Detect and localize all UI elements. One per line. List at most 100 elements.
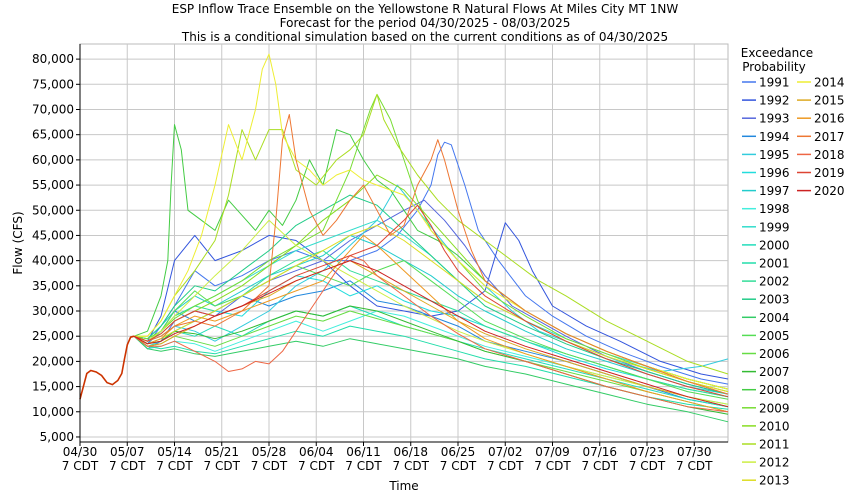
legend-label-1992: 1992 bbox=[759, 94, 790, 108]
y-tick-label: 25,000 bbox=[32, 329, 74, 343]
x-tick-label: 07/30 bbox=[677, 445, 712, 459]
series-line-2009 bbox=[133, 93, 729, 393]
legend-label-1996: 1996 bbox=[759, 166, 790, 180]
title-line-1: ESP Inflow Trace Ensemble on the Yellows… bbox=[172, 2, 679, 16]
series-line-2005 bbox=[133, 260, 729, 400]
x-tick-label: 05/28 bbox=[252, 445, 287, 459]
series-line-2006 bbox=[133, 310, 729, 413]
y-tick-label: 65,000 bbox=[32, 128, 74, 142]
x-tick-sublabel: 7 CDT bbox=[109, 459, 146, 473]
x-tick-label: 06/25 bbox=[441, 445, 476, 459]
x-tick-label: 04/30 bbox=[63, 445, 98, 459]
x-tick-sublabel: 7 CDT bbox=[440, 459, 477, 473]
y-tick-label: 35,000 bbox=[32, 279, 74, 293]
legend-label-2014: 2014 bbox=[814, 76, 845, 90]
x-tick-sublabel: 7 CDT bbox=[156, 459, 193, 473]
x-tick-sublabel: 7 CDT bbox=[487, 459, 524, 473]
legend-label-2015: 2015 bbox=[814, 94, 845, 108]
y-tick-label: 10,000 bbox=[32, 405, 74, 419]
legend-label-2013: 2013 bbox=[759, 474, 790, 488]
legend-label-2004: 2004 bbox=[759, 311, 790, 325]
legend-label-2009: 2009 bbox=[759, 401, 790, 415]
series-line-2001 bbox=[133, 325, 729, 410]
x-tick-sublabel: 7 CDT bbox=[676, 459, 713, 473]
legend-label-2006: 2006 bbox=[759, 347, 790, 361]
series-line-2019 bbox=[133, 204, 729, 398]
x-tick-label: 05/07 bbox=[110, 445, 145, 459]
legend-label-2001: 2001 bbox=[759, 257, 790, 271]
y-tick-label: 70,000 bbox=[32, 102, 74, 116]
x-tick-label: 07/09 bbox=[535, 445, 570, 459]
chart-title: ESP Inflow Trace Ensemble on the Yellows… bbox=[172, 2, 679, 44]
y-tick-label: 50,000 bbox=[32, 203, 74, 217]
series-line-2011 bbox=[134, 93, 729, 375]
legend-label-2011: 2011 bbox=[759, 438, 790, 452]
axes: 5,000 10,000 15,000 20,000 25,000 30,000 35,00… bbox=[11, 44, 728, 493]
x-tick-sublabel: 7 CDT bbox=[251, 459, 288, 473]
x-tick-sublabel: 7 CDT bbox=[345, 459, 382, 473]
legend-label-2002: 2002 bbox=[759, 275, 790, 289]
legend-title-line-2: Probability bbox=[742, 60, 805, 74]
series-line-2012 bbox=[133, 219, 729, 405]
x-tick-label: 05/21 bbox=[204, 445, 239, 459]
x-tick-sublabel: 7 CDT bbox=[204, 459, 241, 473]
series-line-1991 bbox=[133, 141, 729, 385]
series-line-2014 bbox=[134, 53, 729, 390]
x-tick-label: 06/18 bbox=[393, 445, 428, 459]
x-tick-sublabel: 7 CDT bbox=[629, 459, 666, 473]
legend-label-1999: 1999 bbox=[759, 220, 790, 234]
x-tick-label: 06/11 bbox=[346, 445, 381, 459]
y-tick-label: 55,000 bbox=[32, 178, 74, 192]
x-tick-label: 07/02 bbox=[488, 445, 523, 459]
x-tick-label: 06/04 bbox=[299, 445, 334, 459]
legend-label-2016: 2016 bbox=[814, 112, 845, 126]
legend-label-1994: 1994 bbox=[759, 130, 790, 144]
x-tick-sublabel: 7 CDT bbox=[393, 459, 430, 473]
series-line-2013 bbox=[133, 224, 729, 393]
series-line-2016 bbox=[133, 234, 729, 413]
x-tick-sublabel: 7 CDT bbox=[298, 459, 335, 473]
x-tick-label: 07/16 bbox=[582, 445, 617, 459]
legend-label-2003: 2003 bbox=[759, 293, 790, 307]
series-line-2003 bbox=[133, 194, 729, 395]
y-tick-label: 20,000 bbox=[32, 354, 74, 368]
legend-label-2020: 2020 bbox=[814, 184, 845, 198]
y-tick-label: 75,000 bbox=[32, 77, 74, 91]
series-line-1997 bbox=[133, 234, 729, 395]
title-line-3: This is a conditional simulation based o… bbox=[181, 30, 668, 44]
series-line-2000 bbox=[133, 305, 729, 408]
legend-label-2012: 2012 bbox=[759, 456, 790, 470]
legend-label-2018: 2018 bbox=[814, 148, 845, 162]
y-tick-label: 30,000 bbox=[32, 304, 74, 318]
observed-line bbox=[79, 335, 135, 400]
series-line-2020 bbox=[133, 260, 729, 408]
x-tick-sublabel: 7 CDT bbox=[582, 459, 619, 473]
legend-label-1995: 1995 bbox=[759, 148, 790, 162]
legend-label-2019: 2019 bbox=[814, 166, 845, 180]
legend-label-1993: 1993 bbox=[759, 112, 790, 126]
legend-label-2000: 2000 bbox=[759, 238, 790, 252]
title-line-2: Forecast for the period 04/30/2025 - 08/… bbox=[280, 16, 571, 30]
x-tick-label: 07/23 bbox=[630, 445, 665, 459]
x-tick-label: 05/14 bbox=[157, 445, 192, 459]
series-line-2015 bbox=[133, 260, 729, 408]
legend-label-1998: 1998 bbox=[759, 202, 790, 216]
y-tick-label: 5,000 bbox=[40, 430, 74, 444]
series-line-2018 bbox=[133, 255, 729, 413]
legend-title-line-1: Exceedance bbox=[741, 46, 813, 60]
series-lines bbox=[79, 53, 729, 423]
y-tick-label: 45,000 bbox=[32, 228, 74, 242]
legend-label-1997: 1997 bbox=[759, 184, 790, 198]
legend-label-2008: 2008 bbox=[759, 383, 790, 397]
legend-label-2017: 2017 bbox=[814, 130, 845, 144]
y-tick-label: 80,000 bbox=[32, 52, 74, 66]
y-tick-label: 60,000 bbox=[32, 153, 74, 167]
x-tick-sublabel: 7 CDT bbox=[534, 459, 571, 473]
series-line-1992 bbox=[133, 222, 729, 380]
legend-label-2005: 2005 bbox=[759, 329, 790, 343]
legend-label-2007: 2007 bbox=[759, 365, 790, 379]
x-axis-label: Time bbox=[388, 479, 418, 493]
series-line-2004 bbox=[133, 335, 729, 423]
